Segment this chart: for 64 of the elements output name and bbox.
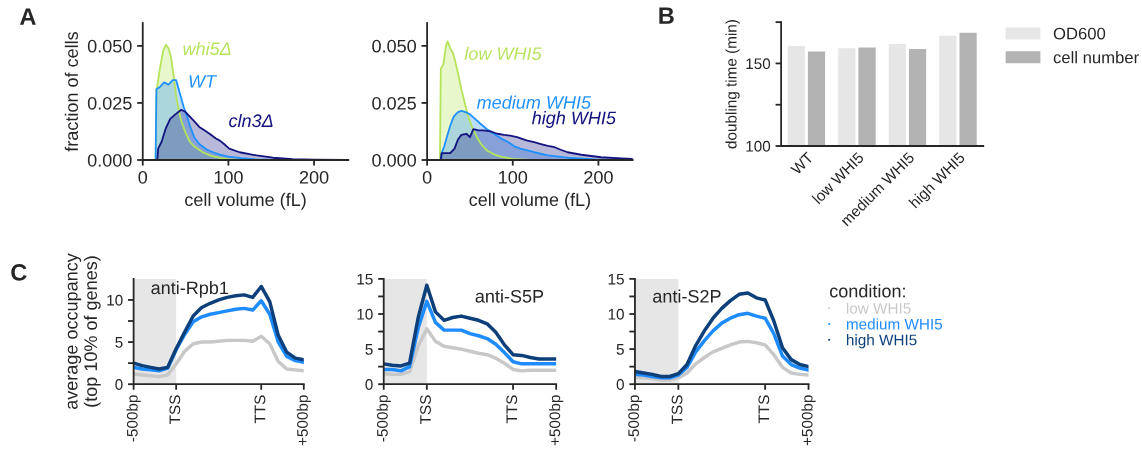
series-label: WT [189, 75, 218, 88]
x-tick-label: +500bp [296, 395, 311, 446]
line-series [133, 334, 304, 379]
x-tick-label: -500bp [376, 395, 391, 442]
legend-label: medium WHI5 [846, 318, 943, 330]
x-tick-label: +500bp [549, 395, 564, 446]
annotation: anti-S5P [475, 289, 544, 303]
x-tick-label: TTS [758, 395, 770, 424]
y-tick-label: 0 [115, 379, 123, 390]
y-tick-label: 150 [746, 58, 771, 70]
x-axis-title: cell volume (fL) [185, 192, 306, 210]
x-tick-label: +500bp [801, 395, 816, 446]
x-tick-label: TTS [506, 395, 518, 424]
line-series [383, 326, 557, 377]
y-axis-title: doubling time (min) [725, 20, 740, 149]
y-tick-label: 0.050 [372, 39, 416, 53]
y-tick-label: 0.000 [372, 153, 416, 167]
legend-label: high WHI5 [846, 334, 917, 349]
annotation: anti-Rpb1 [151, 281, 229, 298]
y-tick-label: 10 [107, 294, 123, 306]
text: C [11, 263, 27, 281]
x-tick-label: 100 [499, 170, 528, 184]
annotation: anti-S2P [653, 289, 721, 303]
y-tick-label: 0.025 [372, 96, 416, 110]
y-tick-label: 5 [616, 344, 624, 355]
y-tick-label: 5 [115, 337, 123, 348]
text: A [20, 8, 36, 25]
y-tick-label: 0.025 [87, 96, 132, 110]
line-series [634, 339, 809, 382]
legend-label: OD600 [1053, 27, 1106, 40]
line-series [383, 283, 557, 368]
y-axis-title: average occupancy (top 10% of genes) [67, 253, 101, 410]
x-tick-label: TSS [420, 395, 431, 424]
legend-label: cell number [1053, 51, 1139, 64]
x-tick-label: 0 [422, 170, 432, 184]
legend-title: condition: [830, 284, 905, 298]
series-label: low WHI5 [464, 46, 542, 61]
y-tick-label: 15 [357, 273, 373, 285]
y-tick-label: 5 [365, 344, 373, 355]
y-tick-label: 0 [365, 379, 373, 390]
series-label: medium WHI5 [476, 95, 592, 109]
y-axis-title: fraction of cells [64, 31, 79, 152]
y-tick-label: 10 [357, 308, 373, 320]
series-label: high WHI5 [531, 111, 617, 128]
series-label: cln3Δ [229, 113, 273, 128]
y-tick-label: 10 [608, 308, 624, 320]
x-tick-label: 0 [138, 170, 148, 184]
x-tick-label: TTS [254, 395, 266, 424]
y-tick-label: 0 [616, 379, 624, 390]
line-series [634, 291, 809, 379]
x-tick-label: -500bp [627, 395, 643, 442]
x-tick-label: -500bp [126, 395, 141, 442]
y-tick-label: 0.050 [87, 39, 132, 53]
x-tick-label: 200 [584, 170, 613, 184]
series-label: whi5Δ [183, 41, 231, 56]
x-tick-label: 200 [299, 170, 329, 184]
x-tick-label: TSS [169, 395, 181, 424]
x-tick-label: WT [790, 151, 814, 176]
x-axis-title: cell volume (fL) [469, 192, 590, 210]
text: B [659, 7, 674, 24]
y-tick-label: 15 [608, 273, 624, 285]
x-tick-label: TSS [671, 395, 683, 424]
y-tick-label: 0.000 [87, 153, 132, 167]
x-tick-label: 100 [214, 170, 243, 184]
